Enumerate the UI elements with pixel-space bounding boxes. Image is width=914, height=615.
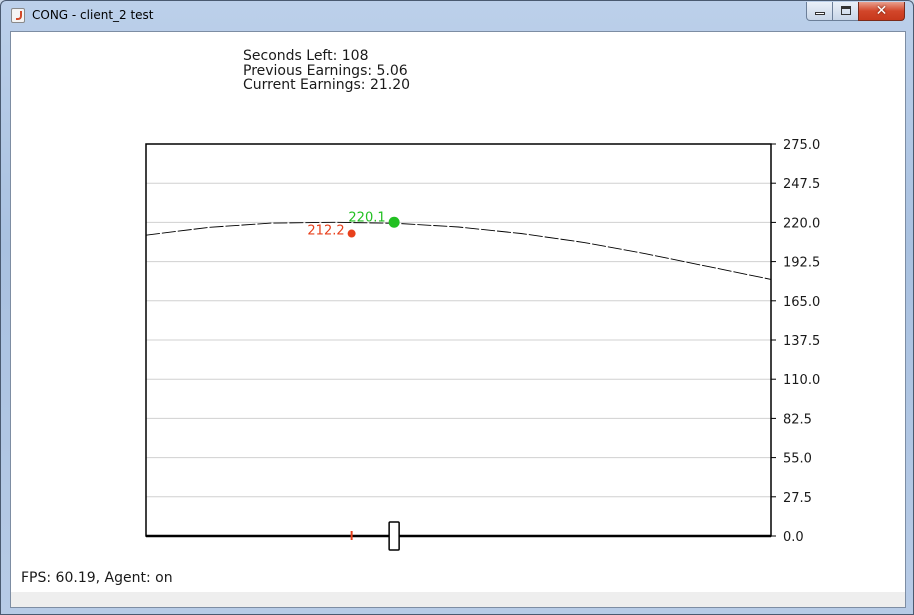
game-canvas[interactable]: Seconds Left: 108 Previous Earnings: 5.0… bbox=[10, 31, 906, 608]
minimize-button[interactable] bbox=[806, 2, 833, 21]
window-title: CONG - client_2 test bbox=[32, 8, 154, 22]
data-label: 212.2 bbox=[307, 224, 344, 239]
y-tick-label: 55.0 bbox=[783, 452, 812, 467]
y-tick-label: 82.5 bbox=[783, 412, 812, 427]
y-tick-label: 27.5 bbox=[783, 491, 812, 506]
own-player-marker[interactable] bbox=[388, 521, 400, 551]
y-tick-label: 0.0 bbox=[783, 530, 804, 545]
y-tick-label: 192.5 bbox=[783, 256, 820, 271]
y-tick-label: 110.0 bbox=[783, 373, 820, 388]
title-bar[interactable]: CONG - client_2 test ✕ bbox=[1, 1, 913, 31]
stats-panel: Seconds Left: 108 Previous Earnings: 5.0… bbox=[243, 49, 410, 93]
previous-earnings: Previous Earnings: 5.06 bbox=[243, 62, 408, 79]
y-tick-label: 137.5 bbox=[783, 334, 820, 349]
other-player-point bbox=[347, 229, 356, 238]
maximize-button[interactable] bbox=[832, 2, 859, 21]
seconds-left: Seconds Left: 108 bbox=[243, 48, 369, 64]
close-icon: ✕ bbox=[875, 3, 888, 19]
java-app-icon bbox=[11, 8, 25, 23]
data-label: 220.1 bbox=[348, 210, 385, 225]
earnings-curve bbox=[145, 221, 772, 280]
maximize-icon bbox=[841, 6, 851, 15]
own-player-point bbox=[388, 216, 400, 228]
bottom-strip bbox=[11, 592, 905, 607]
y-tick-label: 247.5 bbox=[783, 177, 820, 192]
y-tick-label: 220.0 bbox=[783, 216, 820, 231]
current-earnings: Current Earnings: 21.20 bbox=[243, 77, 411, 93]
earnings-chart[interactable]: 275.0 247.5 220.0 192.5 165.0 137.5 110.0 82.5 5… bbox=[11, 32, 905, 607]
close-button[interactable]: ✕ bbox=[858, 2, 905, 21]
y-tick-label: 275.0 bbox=[783, 138, 820, 153]
fps-readout: FPS: 60.19, Agent: on bbox=[21, 570, 173, 586]
y-tick-label: 165.0 bbox=[783, 295, 820, 310]
minimize-icon bbox=[815, 12, 825, 15]
